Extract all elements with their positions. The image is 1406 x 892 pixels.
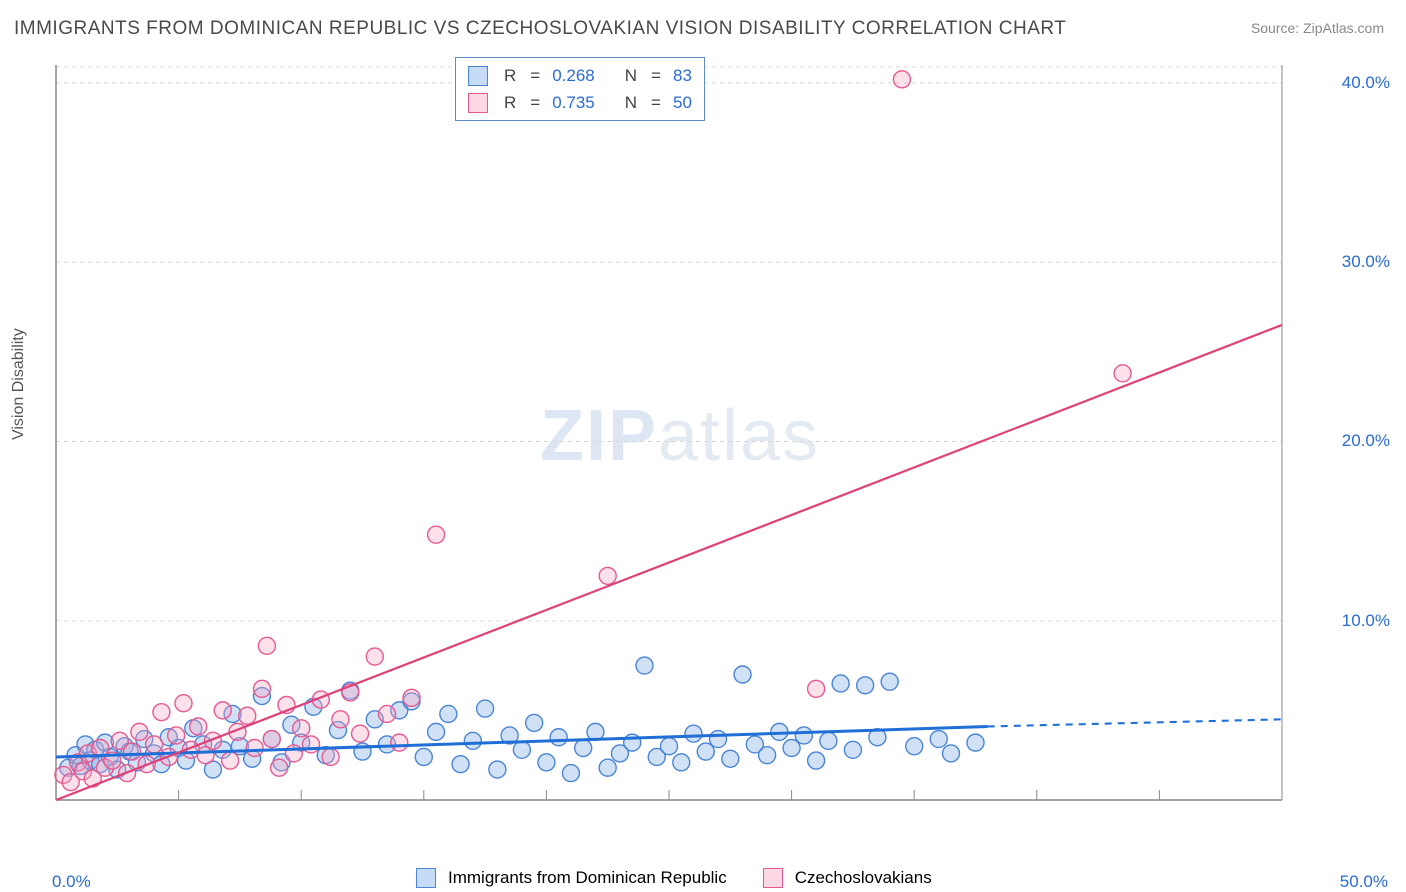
- y-tick-label: 20.0%: [1342, 431, 1390, 451]
- correlation-legend: R = 0.268 N = 83 R = 0.735 N = 50: [455, 57, 705, 121]
- legend-row-series2: R = 0.735 N = 50: [468, 89, 692, 116]
- x-tick-min: 0.0%: [52, 872, 91, 892]
- y-tick-label: 30.0%: [1342, 252, 1390, 272]
- stat-r-label: R: [504, 62, 516, 89]
- legend-item-series2: Czechoslovakians: [763, 868, 932, 888]
- y-axis-label: Vision Disability: [10, 328, 28, 440]
- series2-label: Czechoslovakians: [795, 868, 932, 888]
- stat-r-value-1: 0.268: [552, 62, 595, 89]
- stat-eq: =: [530, 62, 540, 89]
- stat-n-value-1: 83: [673, 62, 692, 89]
- series1-label: Immigrants from Dominican Republic: [448, 868, 727, 888]
- x-tick-max: 50.0%: [1340, 872, 1388, 892]
- stat-eq: =: [651, 89, 661, 116]
- stat-eq: =: [651, 62, 661, 89]
- series-legend: Immigrants from Dominican Republic Czech…: [416, 868, 932, 888]
- swatch-series1-bottom: [416, 868, 436, 888]
- legend-row-series1: R = 0.268 N = 83: [468, 62, 692, 89]
- swatch-series1: [468, 66, 488, 86]
- stat-n-value-2: 50: [673, 89, 692, 116]
- stat-n-label: N: [625, 89, 637, 116]
- scatter-plot: [54, 55, 1342, 830]
- y-tick-label: 10.0%: [1342, 611, 1390, 631]
- y-tick-label: 40.0%: [1342, 73, 1390, 93]
- swatch-series2: [468, 93, 488, 113]
- stat-r-value-2: 0.735: [552, 89, 595, 116]
- stat-eq: =: [530, 89, 540, 116]
- source-attribution: Source: ZipAtlas.com: [1251, 20, 1384, 36]
- legend-item-series1: Immigrants from Dominican Republic: [416, 868, 727, 888]
- chart-title: IMMIGRANTS FROM DOMINICAN REPUBLIC VS CZ…: [14, 18, 1066, 40]
- stat-r-label: R: [504, 89, 516, 116]
- stat-n-label: N: [625, 62, 637, 89]
- swatch-series2-bottom: [763, 868, 783, 888]
